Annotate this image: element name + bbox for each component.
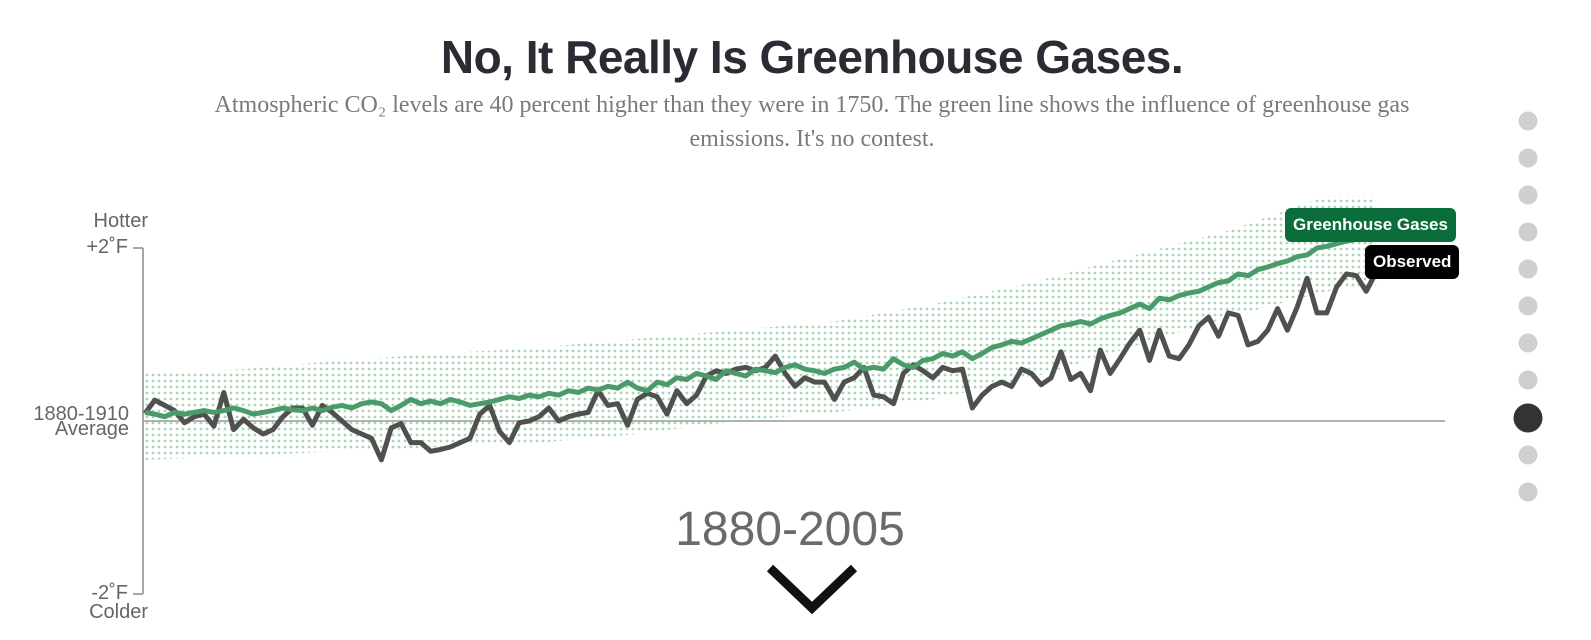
nav-dot[interactable] (1518, 296, 1538, 316)
page-nav (1513, 111, 1543, 502)
y-bottom-label: Colder (89, 601, 148, 623)
y-tick-label: -2˚F (91, 582, 128, 604)
nav-dot[interactable] (1518, 222, 1538, 242)
nav-dot[interactable] (1518, 370, 1538, 390)
legend-label: Greenhouse Gases (1285, 208, 1456, 242)
nav-dot[interactable] (1518, 111, 1538, 131)
legend-label: Observed (1365, 245, 1460, 279)
scroll-down-arrow[interactable] (766, 564, 858, 615)
y-tick-label: 1880-1910 Average (33, 403, 129, 440)
nav-dot[interactable] (1518, 333, 1538, 353)
uncertainty-band (145, 196, 1377, 460)
nav-dot[interactable] (1518, 148, 1538, 168)
nav-dot[interactable] (1518, 259, 1538, 279)
nav-dot-active[interactable] (1513, 403, 1543, 433)
period-label: 1880-2005 (675, 503, 905, 556)
series-line (144, 232, 1377, 420)
chart-title: No, It Really Is Greenhouse Gases. (440, 31, 1184, 83)
y-tick-label: +2˚F (86, 236, 128, 258)
nav-dot[interactable] (1518, 185, 1538, 205)
nav-dot[interactable] (1518, 482, 1538, 502)
y-top-label: Hotter (93, 210, 148, 232)
chart-subtitle: Atmospheric CO₂ levels are 40 percent hi… (214, 92, 1410, 152)
nav-dot[interactable] (1518, 445, 1538, 465)
